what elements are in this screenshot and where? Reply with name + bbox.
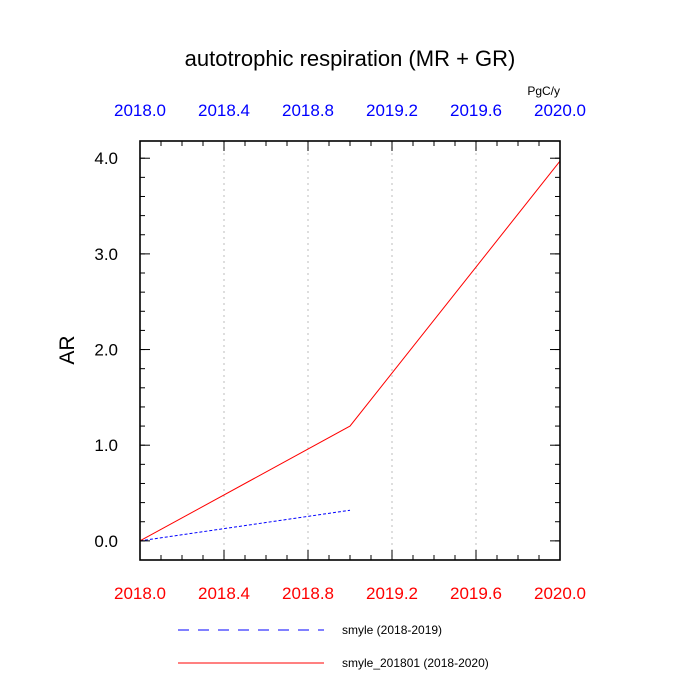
legend: smyle (2018-2019) smyle_201801 (2018-2020… — [178, 623, 489, 670]
x-tick-label-top: 2018.8 — [282, 101, 334, 120]
series-line-2 — [139, 160, 561, 542]
y-tick-label: 0.0 — [94, 532, 118, 551]
chart-title: autotrophic respiration (MR + GR) — [185, 46, 516, 71]
y-tick-label: 4.0 — [94, 149, 118, 168]
plot-frame — [139, 140, 561, 561]
x-tick-label-bottom: 2020.0 — [534, 584, 586, 603]
units-label: PgC/y — [527, 84, 560, 98]
legend-label-1: smyle (2018-2019) — [342, 623, 442, 637]
series — [139, 160, 561, 542]
x-tick-label-top: 2020.0 — [534, 101, 586, 120]
grid — [223, 141, 477, 560]
x-tick-label-bottom: 2018.4 — [198, 584, 250, 603]
x-tick-label-bottom: 2018.0 — [114, 584, 166, 603]
y-tick-label: 3.0 — [94, 245, 118, 264]
series-line-1 — [139, 509, 351, 542]
x-tick-label-bottom: 2018.8 — [282, 584, 334, 603]
y-axis-label: AR — [56, 335, 79, 364]
x-tick-label-bottom: 2019.2 — [366, 584, 418, 603]
y-tick-label: 2.0 — [94, 341, 118, 360]
x-tick-label-top: 2018.0 — [114, 101, 166, 120]
x-tick-label-top: 2018.4 — [198, 101, 250, 120]
tick-labels: 2018.0 2018.0 2018.4 2018.4 2018.8 2018.8 2019… — [94, 101, 586, 603]
ticks — [139, 141, 561, 561]
x-tick-label-top: 2019.2 — [366, 101, 418, 120]
legend-label-2: smyle_201801 (2018-2020) — [342, 656, 489, 670]
x-tick-label-bottom: 2019.6 — [450, 584, 502, 603]
x-tick-label-top: 2019.6 — [450, 101, 502, 120]
y-tick-label: 1.0 — [94, 436, 118, 455]
